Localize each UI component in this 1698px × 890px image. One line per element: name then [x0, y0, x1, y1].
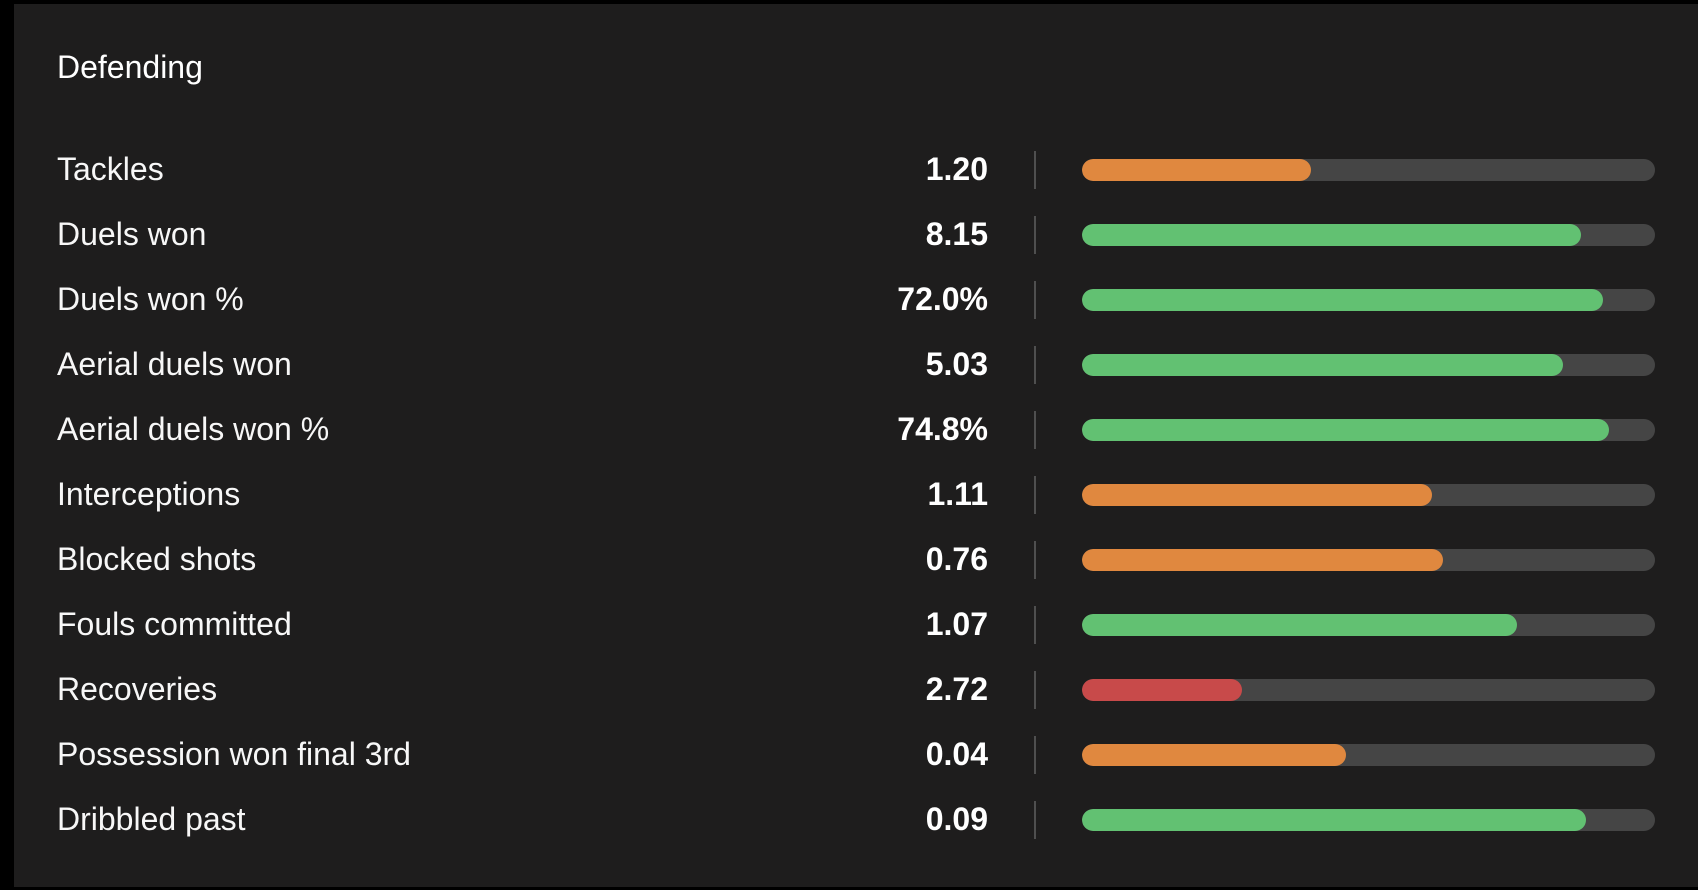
stat-value: 1.20	[925, 151, 988, 187]
divider-tick-cell	[988, 397, 1082, 462]
stat-bar-track	[1082, 548, 1655, 571]
stat-label: Duels won %	[57, 281, 244, 317]
stat-value: 2.72	[925, 671, 988, 707]
stat-label: Blocked shots	[57, 541, 257, 577]
divider-tick-cell	[988, 722, 1082, 787]
stat-row: Aerial duels won 5.03	[14, 332, 1698, 397]
stat-row: Possession won final 3rd 0.04	[14, 722, 1698, 787]
stat-bar-fill	[1082, 158, 1312, 181]
stat-value: 72.0%	[897, 281, 988, 317]
stat-label: Duels won	[57, 216, 207, 252]
divider-tick	[1034, 150, 1036, 189]
stat-label: Aerial duels won %	[57, 411, 330, 447]
stat-bar-track	[1082, 743, 1655, 766]
stat-bar-fill	[1082, 613, 1518, 636]
divider-tick-cell	[988, 787, 1082, 852]
stat-value: 1.11	[927, 476, 988, 512]
stat-bar-track	[1082, 418, 1655, 441]
divider-tick-cell	[988, 527, 1082, 592]
divider-tick	[1034, 215, 1036, 254]
divider-tick-cell	[988, 267, 1082, 332]
stat-row: Duels won % 72.0%	[14, 267, 1698, 332]
stat-bar-fill	[1082, 353, 1564, 376]
stat-bar-fill	[1082, 548, 1443, 571]
stat-label: Fouls committed	[57, 606, 292, 642]
divider-tick	[1034, 605, 1036, 644]
divider-tick	[1034, 280, 1036, 319]
stat-label: Tackles	[57, 151, 164, 187]
divider-tick	[1034, 410, 1036, 449]
stat-bar-fill	[1082, 483, 1432, 506]
stat-bar-fill	[1082, 418, 1610, 441]
stat-value: 0.09	[925, 801, 988, 837]
stat-label: Recoveries	[57, 671, 218, 707]
stat-value: 5.03	[925, 346, 988, 382]
stat-bar-track	[1082, 483, 1655, 506]
stat-row: Duels won 8.15	[14, 202, 1698, 267]
stat-value: 0.76	[925, 541, 988, 577]
stat-label: Dribbled past	[57, 801, 246, 837]
stat-bar-fill	[1082, 223, 1581, 246]
stat-label: Interceptions	[57, 476, 241, 512]
stat-row: Blocked shots 0.76	[14, 527, 1698, 592]
stat-row: Fouls committed 1.07	[14, 592, 1698, 657]
stat-bar-fill	[1082, 288, 1604, 311]
stat-row: Dribbled past 0.09	[14, 787, 1698, 852]
stat-bar-fill	[1082, 678, 1243, 701]
stat-bar-track	[1082, 158, 1655, 181]
divider-tick-cell	[988, 657, 1082, 722]
stat-bar-track	[1082, 288, 1655, 311]
stat-value: 74.8%	[897, 411, 988, 447]
stat-bar-track	[1082, 678, 1655, 701]
stat-value: 0.04	[925, 736, 988, 772]
divider-tick	[1034, 735, 1036, 774]
section-title: Defending	[57, 49, 203, 85]
divider-tick	[1034, 475, 1036, 514]
stat-row: Interceptions 1.11	[14, 462, 1698, 527]
stat-label: Possession won final 3rd	[57, 736, 411, 772]
divider-tick-cell	[988, 462, 1082, 527]
stat-bar-track	[1082, 353, 1655, 376]
divider-tick-cell	[988, 202, 1082, 267]
divider-tick	[1034, 540, 1036, 579]
divider-tick-cell	[988, 592, 1082, 657]
stat-bar-track	[1082, 223, 1655, 246]
stat-row: Recoveries 2.72	[14, 657, 1698, 722]
stat-bar-fill	[1082, 808, 1587, 831]
defending-stats-card: Defending Tackles 1.20 Duels won 8.15 Du…	[14, 4, 1698, 887]
divider-tick-cell	[988, 137, 1082, 202]
stat-bar-track	[1082, 808, 1655, 831]
stat-row: Aerial duels won % 74.8%	[14, 397, 1698, 462]
stats-list: Tackles 1.20 Duels won 8.15 Duels won % …	[14, 137, 1698, 852]
stat-value: 1.07	[925, 606, 988, 642]
divider-tick-cell	[988, 332, 1082, 397]
divider-tick	[1034, 670, 1036, 709]
stat-label: Aerial duels won	[57, 346, 292, 382]
stat-bar-fill	[1082, 743, 1346, 766]
divider-tick	[1034, 800, 1036, 839]
divider-tick	[1034, 345, 1036, 384]
stat-value: 8.15	[925, 216, 988, 252]
stat-row: Tackles 1.20	[14, 137, 1698, 202]
stat-bar-track	[1082, 613, 1655, 636]
